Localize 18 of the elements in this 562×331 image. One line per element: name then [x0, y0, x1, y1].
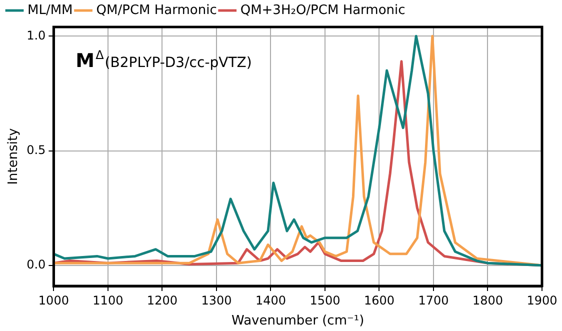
y-tick-label: 0.0	[26, 257, 46, 272]
y-tick-label: 1.0	[26, 28, 46, 42]
x-tick-label: 1200	[146, 293, 178, 308]
x-tick-label: 1600	[364, 293, 394, 308]
x-axis-title: Wavenumber (cm⁻¹)	[232, 314, 364, 329]
x-tick-label: 1300	[201, 293, 232, 308]
x-tick-label: 1500	[310, 293, 340, 308]
legend-label: ML/MM	[28, 2, 73, 18]
x-tick-label: 1700	[418, 293, 449, 308]
x-tick-label: 1400	[255, 293, 286, 308]
x-tick-label: 1800	[472, 293, 504, 308]
legend-label: QM+3H₂O/PCM Harmonic	[240, 2, 406, 18]
y-axis-title: Intensity	[6, 128, 22, 185]
x-tick-label: 1100	[92, 293, 124, 308]
legend-label: QM/PCM Harmonic	[96, 2, 217, 18]
x-tick-label: 1000	[38, 293, 69, 308]
y-tick-label: 0.5	[26, 142, 46, 157]
x-tick-label: 1900	[526, 293, 558, 308]
